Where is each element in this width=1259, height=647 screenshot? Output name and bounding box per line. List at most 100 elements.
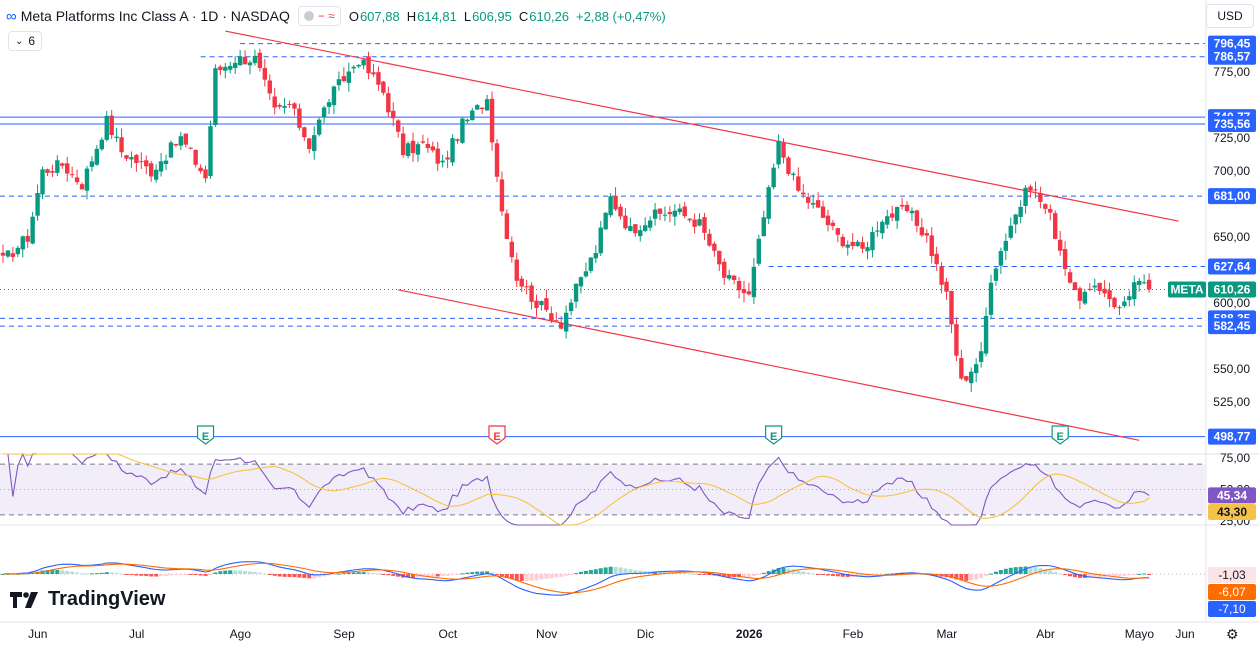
macd-histogram-bar [312, 574, 317, 579]
macd-histogram-bar [860, 574, 865, 577]
macd-histogram-bar [65, 571, 70, 574]
candle-body [1013, 214, 1018, 225]
candle-body [420, 141, 426, 143]
candle-body [549, 313, 554, 322]
tradingview-brand: TradingView [10, 588, 165, 611]
candle-body [756, 238, 762, 264]
macd-histogram-bar [811, 573, 816, 575]
ohlc-low-value: 606,95 [472, 8, 512, 24]
candle-body [455, 139, 460, 141]
time-tick-label: Oct [439, 627, 458, 641]
candle-body [1038, 192, 1043, 202]
macd-histogram-bar [248, 571, 252, 574]
candle-body [158, 161, 164, 172]
candle-body [509, 241, 515, 258]
candle-body [371, 72, 376, 75]
macd-histogram-bar [50, 570, 55, 574]
macd-histogram-bar [974, 574, 979, 580]
ohlc-low-label: L [463, 8, 472, 24]
macd-histogram-bar [238, 570, 243, 574]
indicator-toggle[interactable]: ⌄ 6 [8, 31, 43, 51]
candle-body [20, 236, 25, 250]
candle-body [450, 138, 455, 163]
chevron-down-icon: ⌄ [15, 35, 24, 47]
candle-body [376, 72, 381, 85]
macd-histogram-bar [257, 572, 262, 574]
macd-histogram-bar [766, 571, 771, 574]
candle-body [746, 291, 752, 295]
macd-histogram-bar [243, 571, 248, 574]
candle-body [153, 169, 159, 180]
macd-histogram-bar [737, 574, 742, 578]
macd-histogram-bar [761, 572, 766, 574]
macd-histogram-bar [159, 574, 164, 577]
earnings-marker: E [765, 425, 783, 445]
candle-body [396, 120, 401, 132]
candle-body [702, 217, 707, 233]
candle-body [316, 119, 322, 135]
rsi-value-tag [1208, 487, 1256, 504]
candle-body [45, 169, 50, 173]
macd-histogram-bar [697, 574, 702, 575]
macd-histogram-bar [1013, 567, 1018, 574]
macd-histogram-bar [682, 573, 687, 575]
macd-histogram-bar [317, 574, 322, 578]
candle-body [114, 136, 119, 139]
candle-body [178, 136, 184, 146]
macd-histogram-bar [514, 574, 519, 581]
candle-body [830, 222, 836, 227]
candle-body [845, 244, 850, 248]
macd-histogram-bar [134, 574, 139, 576]
candle-body [875, 230, 880, 232]
candle-body [65, 163, 70, 174]
macd-histogram-bar [1008, 567, 1013, 574]
macd-histogram-bar [475, 571, 480, 574]
macd-histogram-bar [213, 572, 218, 574]
candle-body [366, 56, 371, 74]
symbol-title[interactable]: Meta Platforms Inc Class A · 1D · NASDAQ [20, 8, 290, 24]
macd-histogram-bar [608, 566, 613, 574]
candle-body [944, 281, 949, 292]
candle-body [425, 144, 431, 149]
macd-histogram-bar [297, 574, 302, 578]
macd-histogram-bar [569, 574, 574, 575]
candle-body [302, 127, 307, 138]
macd-histogram-bar [277, 574, 282, 577]
candle-body [608, 196, 613, 216]
candle-body [168, 142, 174, 158]
candle-body [30, 216, 35, 244]
macd-histogram-bar [776, 568, 781, 574]
price-tick-label: 775,00 [1213, 65, 1250, 79]
candle-body [50, 171, 55, 173]
candle-body [860, 242, 865, 249]
candle-body [203, 169, 208, 179]
candle-body [613, 195, 618, 210]
candle-body [840, 236, 845, 247]
candle-body [287, 103, 292, 105]
macd-histogram-bar [984, 574, 989, 577]
candle-body [692, 219, 697, 227]
currency-button[interactable]: USD [1206, 4, 1254, 28]
earnings-marker-letter: E [202, 431, 209, 443]
macd-histogram-bar [415, 574, 420, 578]
macd-histogram-bar [70, 571, 75, 574]
candle-body [391, 110, 396, 119]
earnings-marker: E [488, 425, 506, 445]
macd-histogram-bar [593, 569, 598, 574]
macd-histogram-bar [1097, 574, 1102, 578]
macd-histogram-bar [544, 574, 549, 579]
macd-histogram-bar [509, 574, 514, 580]
symbol-tag [1168, 281, 1206, 298]
gear-icon[interactable]: ⚙ [1226, 626, 1239, 642]
macd-histogram-bar [198, 574, 203, 576]
candle-body [173, 143, 179, 146]
candle-body [598, 227, 603, 254]
rsi-line [3, 452, 1150, 526]
candle-body [697, 219, 702, 226]
candle-body [321, 107, 327, 118]
candle-body [603, 212, 608, 230]
compare-toggle-button[interactable]: − ≈ [297, 6, 341, 26]
macd-histogram-bar [114, 572, 119, 574]
macd-histogram-bar [366, 572, 371, 574]
